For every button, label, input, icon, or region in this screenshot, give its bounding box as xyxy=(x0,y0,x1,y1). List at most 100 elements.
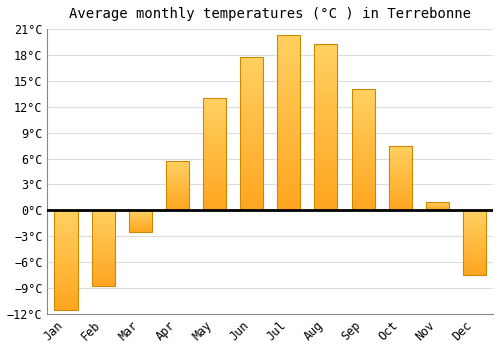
Bar xyxy=(54,218,78,219)
Bar xyxy=(352,120,374,121)
Bar xyxy=(278,182,300,184)
Bar xyxy=(92,225,114,226)
Bar xyxy=(240,117,263,118)
Bar xyxy=(92,224,114,225)
Bar xyxy=(352,131,374,132)
Bar xyxy=(388,156,411,157)
Bar xyxy=(314,209,338,210)
Bar xyxy=(314,122,338,124)
Bar xyxy=(54,308,78,309)
Bar xyxy=(278,54,300,56)
Bar xyxy=(314,169,338,170)
Bar xyxy=(92,221,114,222)
Bar xyxy=(352,114,374,115)
Bar xyxy=(352,141,374,143)
Bar xyxy=(54,253,78,254)
Bar xyxy=(278,109,300,111)
Bar xyxy=(388,209,411,210)
Bar xyxy=(240,63,263,64)
Bar xyxy=(388,159,411,160)
Bar xyxy=(463,272,486,273)
Bar xyxy=(278,151,300,153)
Bar xyxy=(92,253,114,254)
Bar xyxy=(314,184,338,185)
Bar xyxy=(54,222,78,223)
Bar xyxy=(463,236,486,237)
Bar xyxy=(54,293,78,294)
Bar xyxy=(278,168,300,170)
Bar xyxy=(352,166,374,167)
Bar xyxy=(240,161,263,163)
Bar xyxy=(54,231,78,232)
Bar xyxy=(166,161,189,162)
Bar xyxy=(463,219,486,220)
Bar xyxy=(314,92,338,94)
Bar xyxy=(463,245,486,246)
Bar xyxy=(54,251,78,252)
Bar xyxy=(278,154,300,156)
Bar xyxy=(54,275,78,276)
Bar xyxy=(278,104,300,105)
Bar xyxy=(240,60,263,61)
Bar xyxy=(240,158,263,160)
Bar xyxy=(352,197,374,198)
Bar xyxy=(314,187,338,189)
Bar xyxy=(388,191,411,192)
Bar xyxy=(278,191,300,193)
Bar xyxy=(388,199,411,200)
Bar xyxy=(240,203,263,204)
Bar xyxy=(352,146,374,147)
Bar xyxy=(54,289,78,290)
Bar xyxy=(314,149,338,150)
Bar xyxy=(463,238,486,239)
Bar xyxy=(463,259,486,260)
Bar xyxy=(463,267,486,268)
Bar xyxy=(314,77,338,79)
Bar xyxy=(54,241,78,242)
Bar xyxy=(203,147,226,149)
Bar xyxy=(54,227,78,228)
Bar xyxy=(352,192,374,194)
Bar xyxy=(314,90,338,92)
Bar xyxy=(352,102,374,103)
Bar xyxy=(92,222,114,223)
Bar xyxy=(203,118,226,119)
Bar xyxy=(314,134,338,135)
Bar xyxy=(166,189,189,190)
Bar xyxy=(240,92,263,93)
Bar xyxy=(203,191,226,193)
Bar xyxy=(203,135,226,136)
Bar xyxy=(463,227,486,228)
Bar xyxy=(203,169,226,170)
Bar xyxy=(203,138,226,139)
Bar xyxy=(240,74,263,75)
Bar xyxy=(388,175,411,176)
Bar xyxy=(166,203,189,204)
Bar xyxy=(92,220,114,221)
Bar xyxy=(278,203,300,205)
Bar xyxy=(314,110,338,112)
Bar xyxy=(54,247,78,248)
Bar xyxy=(278,146,300,147)
Bar xyxy=(278,65,300,66)
Bar xyxy=(240,141,263,143)
Bar xyxy=(314,54,338,55)
Bar xyxy=(54,299,78,300)
Bar xyxy=(352,149,374,150)
Bar xyxy=(240,89,263,91)
Bar xyxy=(352,96,374,97)
Bar xyxy=(352,187,374,189)
Bar xyxy=(352,90,374,210)
Bar xyxy=(314,154,338,155)
Bar xyxy=(388,150,411,151)
Bar xyxy=(388,187,411,188)
Bar xyxy=(92,282,114,283)
Bar xyxy=(203,139,226,140)
Bar xyxy=(352,136,374,138)
Bar xyxy=(278,70,300,72)
Bar xyxy=(203,116,226,117)
Bar xyxy=(314,130,338,132)
Bar xyxy=(278,112,300,114)
Bar xyxy=(166,190,189,191)
Bar xyxy=(352,154,374,155)
